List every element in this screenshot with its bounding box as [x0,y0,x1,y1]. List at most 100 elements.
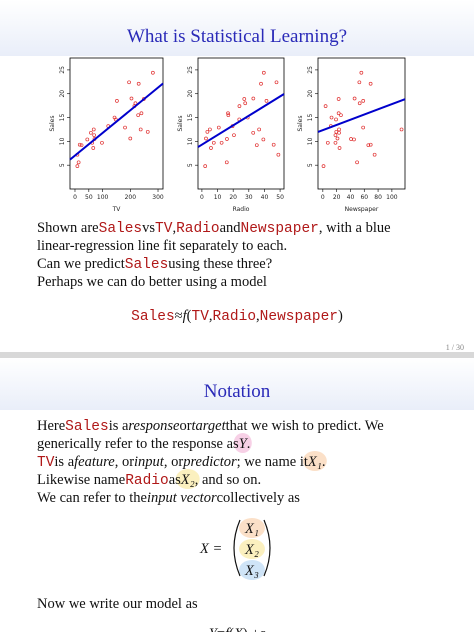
text-run: that we wish to predict. We [226,418,384,434]
x-tick-label: 40 [261,194,269,201]
text-run: input [134,454,165,470]
point [91,146,96,150]
y-tick-label: 25 [59,66,66,74]
point [357,80,362,85]
point [325,140,330,145]
text-run: , and so on. [195,472,261,488]
point [216,125,221,130]
text-run: vs [142,220,155,236]
point [139,111,144,116]
x-tick-label: 30 [245,194,253,201]
point [211,140,216,145]
text-run: Sales [131,309,175,325]
text-run: linear-regression line fit separately to… [37,238,287,254]
text-run: f [183,308,189,324]
point [334,117,338,122]
y-tick-label: 15 [307,114,314,122]
point [225,137,229,141]
point [128,136,133,141]
point [271,142,276,147]
highlight [239,539,265,559]
text-run: Newspaper [241,221,319,237]
point [333,140,338,145]
point [336,111,341,116]
point [335,136,340,141]
x-tick-label: 10 [214,194,222,201]
page-number: 1 / 30 [446,343,464,352]
point [355,160,359,165]
text-run: Radio [176,221,220,237]
point [76,160,81,165]
text-run: ) + [243,626,260,632]
text-run: . [322,454,326,470]
text-run: ≈ [175,308,183,324]
text-run: X₁ [307,454,322,470]
point [368,81,373,86]
slide-title: Notation [204,381,271,402]
text-run: input vector [147,490,217,506]
highlight [239,518,265,538]
text-run: Sales [125,257,169,273]
point [337,146,342,150]
point [339,113,343,118]
point [243,101,248,106]
regression-line [317,98,406,133]
point [232,133,236,138]
point [336,97,341,101]
point [359,70,364,75]
point [123,125,127,130]
text-run: target [192,418,227,434]
point [361,125,366,130]
point [77,142,82,147]
text-run: , [172,220,176,236]
point [261,70,266,75]
point [357,101,362,106]
point [89,130,93,135]
vector-entry: X₂ [244,542,259,558]
text-run: ε [259,626,265,632]
y-axis-label: Sales [297,116,304,132]
y-tick-label: 25 [187,66,194,74]
y-tick-label: 10 [187,137,194,145]
x-tick-label: 40 [347,194,355,201]
point [349,137,353,141]
text-run: X₂ [180,472,195,488]
highlight [239,560,265,580]
x-tick-label: 100 [386,194,398,201]
text-run: . [247,436,251,452]
point [334,129,339,134]
text-run: TV [192,309,210,325]
point [361,99,366,103]
point [261,137,266,142]
slide-header [0,0,474,56]
x-axis-label: TV [112,206,122,213]
text-run: feature [74,454,115,470]
x-tick-label: 50 [276,194,284,201]
point [251,130,256,135]
point [112,115,117,120]
point [219,140,224,145]
y-tick-label: 25 [307,66,314,74]
text-run: is a [109,418,129,434]
text-run: or [179,418,191,434]
point [226,111,230,116]
point [75,164,80,168]
text-run: , [256,308,260,324]
highlight [233,433,252,453]
text-run: Radio [213,309,257,325]
vector-lhs: X = [199,541,222,557]
point [224,160,229,165]
y-tick-label: 20 [187,90,194,98]
x-axis-label: Newspaper [345,206,379,213]
text-run: Newspaper [260,309,338,325]
point [257,127,261,132]
point [145,129,150,134]
point [329,115,334,120]
point [254,143,259,148]
x-tick-label: 20 [229,194,237,201]
x-tick-label: 200 [125,194,137,201]
text-run: Can we predict [37,256,125,272]
x-tick-label: 300 [152,194,164,201]
point [205,129,210,134]
